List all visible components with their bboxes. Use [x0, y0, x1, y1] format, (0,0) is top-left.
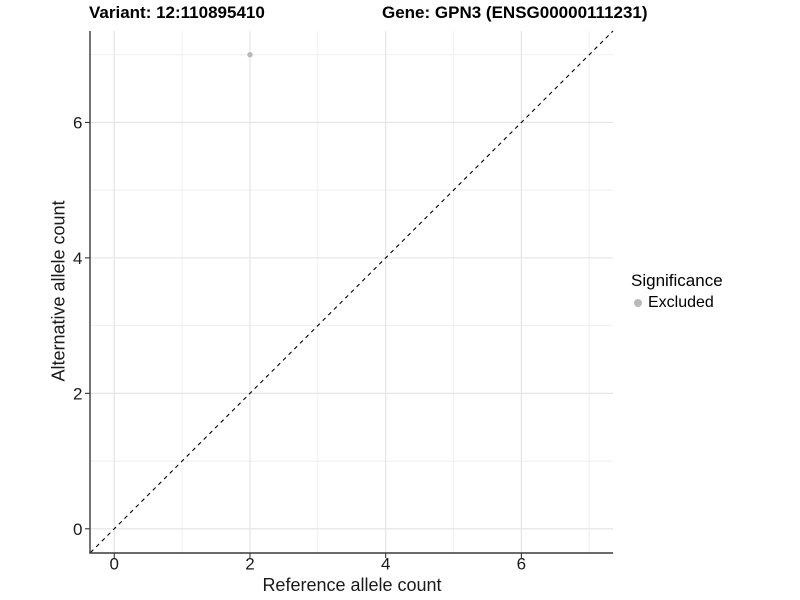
y-axis-title: Alternative allele count: [48, 200, 69, 382]
legend: Significance Excluded: [631, 271, 723, 312]
variant-title: Variant: 12:110895410: [89, 3, 265, 22]
x-tick-label: 0: [110, 555, 119, 574]
data-point: [247, 52, 253, 58]
x-tick-label: 2: [245, 555, 254, 574]
legend-item-label: Excluded: [648, 294, 714, 311]
legend-title: Significance: [631, 271, 723, 290]
y-tick-label: 4: [73, 249, 82, 268]
x-tick-label: 4: [381, 555, 390, 574]
y-tick-label: 0: [73, 520, 82, 539]
gene-title: Gene: GPN3 (ENSG00000111231): [382, 3, 648, 22]
identity-line: [90, 30, 614, 553]
x-axis-title: Reference allele count: [262, 575, 442, 595]
y-tick-label: 2: [73, 384, 82, 403]
y-tick-label: 6: [73, 113, 82, 132]
legend-item-excluded: Excluded: [631, 294, 723, 312]
x-tick-label: 6: [517, 555, 526, 574]
excluded-point-icon: [634, 299, 642, 307]
